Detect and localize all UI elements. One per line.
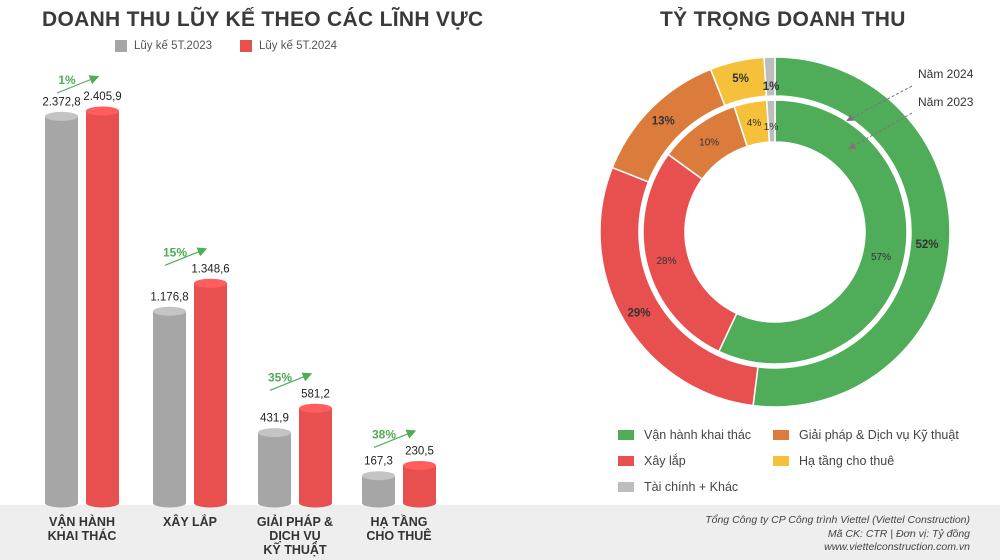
bar-value-label-2-0: 431,9 [260, 413, 289, 425]
legend-label-2023: Lũy kế 5T.2023 [134, 40, 213, 52]
category-label-3: HẠ TẦNG CHO THUÊ [366, 515, 432, 543]
footer-info: Tổng Công ty CP Công trình Viettel (Viet… [705, 514, 970, 555]
donut-slice-0-0 [752, 56, 951, 408]
donut-label-1-4: 1% [764, 122, 779, 133]
donut-label-1-2: 10% [699, 137, 719, 148]
pie-chart-title: TỶ TRỌNG DOANH THU [660, 8, 906, 31]
pie-legend-item-2: Giải pháp & Dịch vụ Kỹ thuật [773, 428, 959, 442]
donut-label-1-0: 57% [871, 252, 891, 263]
pie-legend-swatch-3 [773, 456, 789, 466]
growth-arrow-1 [164, 247, 208, 266]
ring-callout-arrow-1 [848, 112, 913, 149]
bar-0-0 [45, 111, 78, 508]
donut-label-0-4: 1% [763, 81, 780, 93]
bar-value-label-1-0: 1.176,8 [150, 291, 188, 303]
bar-chart-title: DOANH THU LŨY KẾ THEO CÁC LĨNH VỰC [42, 8, 484, 31]
pie-legend-item-3: Hạ tầng cho thuê [773, 454, 894, 468]
pie-legend-swatch-2 [773, 430, 789, 440]
donut-label-1-3: 4% [747, 118, 762, 129]
pie-legend-item-4: Tài chính + Khác [618, 480, 738, 494]
pie-legend-label-3: Hạ tầng cho thuê [799, 454, 895, 468]
donut-label-0-0: 52% [915, 239, 938, 251]
donut-label-1-1: 28% [657, 256, 677, 267]
growth-arrow-2 [269, 372, 313, 391]
pie-legend-label-0: Vận hành khai thác [644, 428, 752, 442]
bar-value-label-0-0: 2.372,8 [42, 96, 80, 108]
donut-slice-1-4 [765, 99, 776, 143]
pie-legend-item-0: Vận hành khai thác [618, 428, 751, 442]
footer-code: Mã CK: CTR | Đơn vị: Tỷ đồng [827, 527, 970, 540]
bar-1-1 [194, 278, 227, 508]
pie-legend-label-2: Giải pháp & Dịch vụ Kỹ thuật [799, 428, 959, 442]
growth-label-2: 35% [268, 370, 292, 384]
donut-label-0-2: 13% [652, 115, 675, 127]
legend-item-2023: Lũy kế 5T.2023 [115, 40, 212, 52]
category-label-0: VẬN HÀNH KHAI THÁC [47, 515, 117, 543]
legend-item-2024: Lũy kế 5T.2024 [240, 40, 337, 52]
bar-legend: Lũy kế 5T.2023 Lũy kế 5T.2024 [115, 40, 337, 52]
bar-1-0 [153, 306, 186, 508]
donut-slice-1-0 [717, 99, 908, 365]
pie-legend-label-1: Xây lắp [644, 454, 686, 468]
footer-website: www.viettelconstruction.com.vn [824, 541, 970, 553]
footer-company: Tổng Công ty CP Công trình Viettel (Viet… [705, 514, 970, 526]
donut-label-0-3: 5% [732, 73, 749, 85]
growth-label-3: 38% [372, 427, 396, 441]
donut-label-0-1: 29% [627, 307, 650, 319]
pie-legend-swatch-0 [618, 430, 634, 440]
growth-arrow-3 [373, 429, 417, 449]
growth-label-1: 15% [163, 245, 187, 259]
bar-value-label-3-0: 167,3 [364, 456, 393, 468]
bar-3-0 [362, 471, 395, 508]
pie-legend-swatch-4 [618, 482, 634, 492]
bar-value-label-0-1: 2.405,9 [83, 91, 121, 103]
legend-swatch-2024 [240, 40, 253, 52]
pie-legend-swatch-1 [618, 456, 634, 466]
legend-label-2024: Lũy kế 5T.2024 [259, 40, 338, 52]
ring-callout-arrow-0 [846, 85, 913, 121]
growth-label-0: 1% [58, 73, 76, 87]
donut-slice-0-4 [763, 56, 776, 98]
bar-2-1 [299, 403, 332, 508]
bar-0-1 [86, 106, 119, 508]
legend-swatch-2023 [115, 40, 127, 52]
category-label-2: GIẢI PHÁP & DỊCH VỤ KỸ THUẬT [256, 515, 334, 557]
bar-value-label-1-1: 1.348,6 [191, 263, 229, 275]
pie-legend-label-4: Tài chính + Khác [644, 480, 739, 494]
footer-band [0, 505, 1000, 560]
bar-2-0 [258, 428, 291, 508]
bar-3-1 [403, 460, 436, 508]
ring-callout-label-1: Năm 2023 [918, 95, 974, 109]
pie-legend-item-1: Xây lắp [618, 454, 686, 468]
category-label-1: XÂY LẮP [163, 515, 217, 529]
bar-value-label-2-1: 581,2 [301, 388, 330, 400]
ring-callout-label-0: Năm 2024 [918, 67, 974, 81]
bar-value-label-3-1: 230,5 [405, 445, 434, 457]
growth-arrow-0 [56, 75, 100, 94]
